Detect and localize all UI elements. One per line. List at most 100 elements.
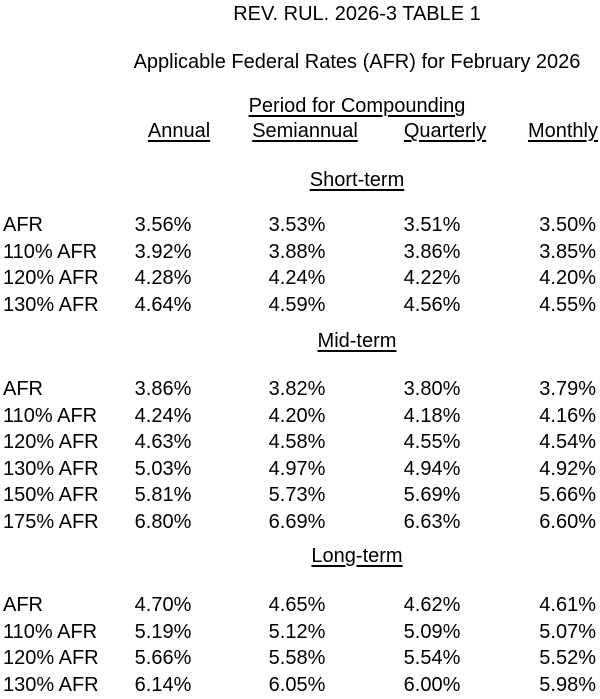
- table-row: AFR 3.86% 3.82% 3.80% 3.79%: [0, 376, 600, 403]
- section-header-mid-term: Mid-term: [0, 328, 600, 355]
- rate-cell: 6.80%: [134, 510, 192, 533]
- rate-cell: 5.07%: [539, 620, 596, 643]
- table-row: 130% AFR 6.14% 6.05% 6.00% 5.98%: [0, 672, 600, 699]
- table-row: 120% AFR 4.28% 4.24% 4.22% 4.20%: [0, 265, 600, 292]
- compounding-group-header-line: Period for Compounding: [0, 94, 600, 119]
- rate-cell: 4.61%: [539, 594, 596, 616]
- rate-cell: 4.97%: [268, 457, 326, 480]
- rate-cell: 4.70%: [134, 594, 192, 616]
- row-label: 130% AFR: [3, 673, 99, 696]
- table-row: 110% AFR 3.92% 3.88% 3.86% 3.85%: [0, 239, 600, 266]
- table-row: 110% AFR 4.24% 4.20% 4.18% 4.16%: [0, 403, 600, 430]
- table-row: 175% AFR 6.80% 6.69% 6.63% 6.60%: [0, 509, 600, 536]
- section-title-long-term: Long-term: [311, 545, 403, 567]
- rate-cell: 3.79%: [539, 378, 596, 400]
- mid-term-rate-table: AFR 3.86% 3.82% 3.80% 3.79% 110% AFR 4.2…: [0, 376, 600, 535]
- short-term-rate-table: AFR 3.56% 3.53% 3.51% 3.50% 110% AFR 3.9…: [0, 212, 600, 318]
- table-row: AFR 3.56% 3.53% 3.51% 3.50%: [0, 212, 600, 239]
- row-label: 130% AFR: [3, 457, 99, 480]
- rate-cell: 4.58%: [268, 431, 326, 453]
- column-header-cell: Monthly: [481, 119, 600, 144]
- long-term-rate-table: AFR 4.70% 4.65% 4.62% 4.61% 110% AFR 5.1…: [0, 592, 600, 698]
- rate-cell: 3.88%: [268, 240, 326, 263]
- rate-cell: 3.50%: [539, 214, 596, 236]
- rate-cell: 4.65%: [268, 594, 326, 616]
- column-header-quarterly: Quarterly: [403, 120, 487, 142]
- rate-cell: 6.60%: [539, 510, 596, 533]
- rate-cell: 4.24%: [268, 267, 326, 289]
- row-label: 110% AFR: [3, 404, 98, 427]
- rate-cell: 5.54%: [403, 647, 461, 669]
- rate-cell: 5.69%: [403, 484, 461, 506]
- rate-cell: 6.63%: [403, 510, 461, 533]
- rate-cell: 6.14%: [134, 673, 192, 696]
- rate-cell: 3.92%: [134, 240, 192, 263]
- table-row: 120% AFR 4.63% 4.58% 4.55% 4.54%: [0, 429, 600, 456]
- table-row: AFR 4.70% 4.65% 4.62% 4.61%: [0, 592, 600, 619]
- row-label: 120% AFR: [3, 647, 99, 669]
- rate-cell: 6.00%: [403, 673, 461, 696]
- page-subtitle: Applicable Federal Rates (AFR) for Febru…: [133, 51, 581, 73]
- compounding-group-header: Period for Compounding: [248, 95, 466, 117]
- column-header-annual: Annual: [147, 120, 211, 142]
- column-header-monthly: Monthly: [527, 120, 598, 142]
- rate-cell: 4.56%: [403, 293, 461, 316]
- column-header-spacer: [0, 119, 115, 144]
- rate-cell: 4.16%: [539, 404, 596, 427]
- rate-cell: 4.92%: [539, 457, 596, 480]
- rate-cell: 3.56%: [134, 214, 192, 236]
- rate-cell: 5.12%: [268, 620, 326, 643]
- rate-cell: 3.51%: [403, 214, 461, 236]
- rate-cell: 4.54%: [539, 431, 596, 453]
- row-label: AFR: [3, 214, 43, 236]
- rate-cell: 5.52%: [539, 647, 596, 669]
- section-title-mid-term: Mid-term: [317, 330, 397, 352]
- row-label: 120% AFR: [3, 431, 99, 453]
- rate-cell: 4.28%: [134, 267, 192, 289]
- rate-cell: 3.82%: [268, 378, 326, 400]
- row-label: 175% AFR: [3, 510, 99, 533]
- rate-cell: 6.69%: [268, 510, 326, 533]
- row-label: 110% AFR: [3, 620, 98, 643]
- rate-cell: 4.55%: [403, 431, 461, 453]
- rate-cell: 4.55%: [539, 293, 596, 316]
- rate-cell: 5.58%: [268, 647, 326, 669]
- column-header-cell: Semiannual: [211, 119, 383, 144]
- table-row: 150% AFR 5.81% 5.73% 5.69% 5.66%: [0, 482, 600, 509]
- rate-cell: 4.94%: [403, 457, 461, 480]
- column-header-cell: Annual: [115, 119, 211, 144]
- row-label: 120% AFR: [3, 267, 99, 289]
- rate-cell: 4.59%: [268, 293, 326, 316]
- row-label: AFR: [3, 594, 43, 616]
- column-header-semiannual: Semiannual: [252, 120, 358, 142]
- rate-cell: 4.63%: [134, 431, 192, 453]
- column-header-row: Annual Semiannual Quarterly Monthly: [0, 119, 600, 144]
- rate-cell: 3.53%: [268, 214, 326, 236]
- table-row: 130% AFR 4.64% 4.59% 4.56% 4.55%: [0, 292, 600, 319]
- rate-cell: 4.18%: [403, 404, 461, 427]
- rate-cell: 5.73%: [268, 484, 326, 506]
- rate-cell: 5.03%: [134, 457, 192, 480]
- rate-cell: 3.86%: [134, 378, 192, 400]
- row-label: 110% AFR: [3, 240, 98, 263]
- row-label: 150% AFR: [3, 484, 99, 506]
- rate-cell: 6.05%: [268, 673, 326, 696]
- section-header-long-term: Long-term: [0, 543, 600, 570]
- page-title: REV. RUL. 2026-3 TABLE 1: [233, 3, 481, 25]
- rate-cell: 4.20%: [539, 267, 596, 289]
- rate-cell: 4.20%: [268, 404, 326, 427]
- section-header-short-term: Short-term: [0, 167, 600, 194]
- table-row: 130% AFR 5.03% 4.97% 4.94% 4.92%: [0, 456, 600, 483]
- rate-cell: 4.64%: [134, 293, 192, 316]
- rate-cell: 4.62%: [403, 594, 461, 616]
- rate-cell: 5.66%: [539, 484, 596, 506]
- rate-cell: 3.85%: [539, 240, 596, 263]
- row-label: AFR: [3, 378, 43, 400]
- rate-cell: 3.80%: [403, 378, 461, 400]
- rate-cell: 5.98%: [539, 673, 596, 696]
- rate-cell: 3.86%: [403, 240, 461, 263]
- rate-cell: 5.81%: [134, 484, 192, 506]
- rate-cell: 4.24%: [134, 404, 192, 427]
- rate-cell: 5.66%: [134, 647, 192, 669]
